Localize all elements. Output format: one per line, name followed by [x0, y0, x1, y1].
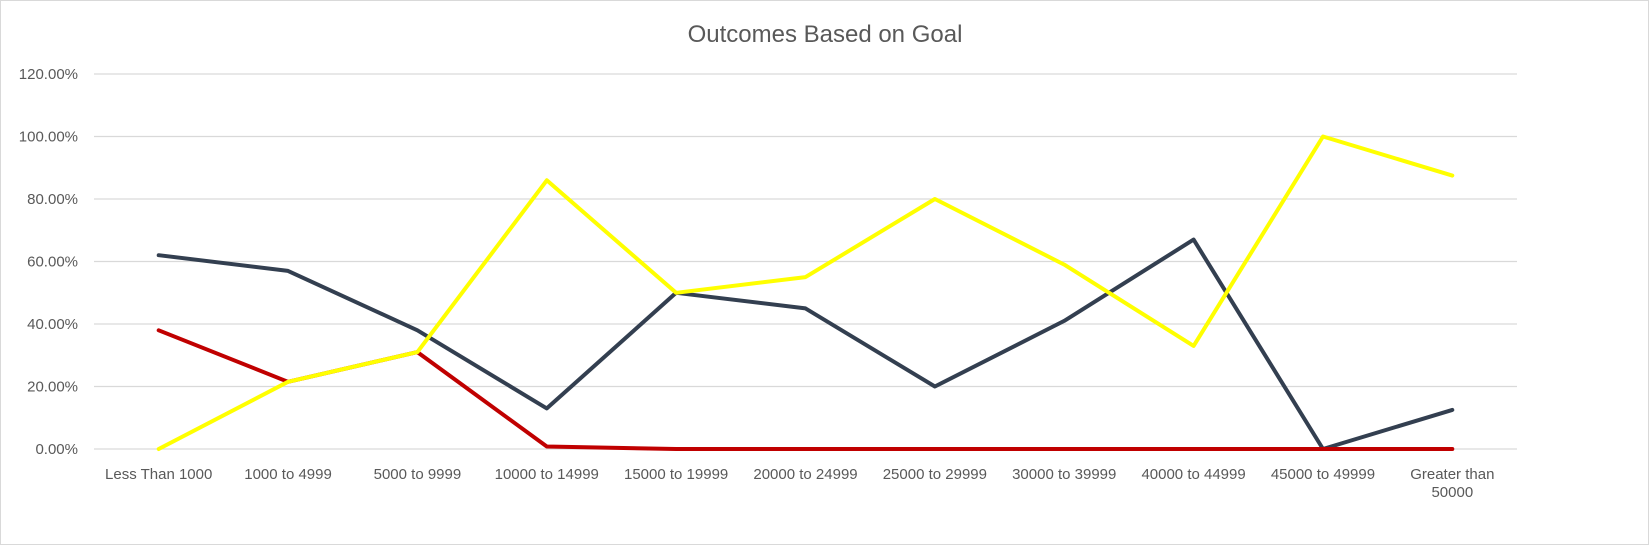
- x-tick-label: 10000 to 14999: [495, 466, 599, 483]
- x-tick-label: Less Than 1000: [105, 466, 212, 483]
- x-tick-label: 5000 to 9999: [374, 466, 462, 483]
- x-tick-label: 45000 to 49999: [1271, 466, 1375, 483]
- y-axis: 0.00% 20.00% 40.00% 60.00% 80.00% 100.00% 120.…: [19, 66, 78, 458]
- x-tick-label: 1000 to 4999: [244, 466, 332, 483]
- gridlines: [94, 73, 1517, 450]
- series-line-3: [156, 134, 1455, 451]
- x-tick-label: 30000 to 39999: [1012, 466, 1116, 483]
- x-tick-label: 25000 to 29999: [883, 466, 987, 483]
- x-tick-label: Greater than 50000: [1410, 466, 1494, 501]
- x-tick-label: 40000 to 44999: [1141, 466, 1245, 483]
- y-tick-label: 100.00%: [19, 129, 78, 146]
- y-tick-label: 0.00%: [35, 441, 78, 458]
- series-lines: [156, 134, 1455, 451]
- x-tick-label: 15000 to 19999: [624, 466, 728, 483]
- y-tick-label: 60.00%: [27, 254, 78, 271]
- series-line-2: [156, 328, 1455, 451]
- x-axis: Less Than 1000 1000 to 4999 5000 to 9999 10…: [105, 466, 1494, 501]
- series-line-1: [156, 237, 1455, 451]
- y-tick-label: 120.00%: [19, 66, 78, 83]
- y-tick-label: 80.00%: [27, 191, 78, 208]
- x-tick-label: 20000 to 24999: [753, 466, 857, 483]
- y-tick-label: 40.00%: [27, 316, 78, 333]
- chart-title: Outcomes Based on Goal: [688, 21, 963, 48]
- y-tick-label: 20.00%: [27, 379, 78, 396]
